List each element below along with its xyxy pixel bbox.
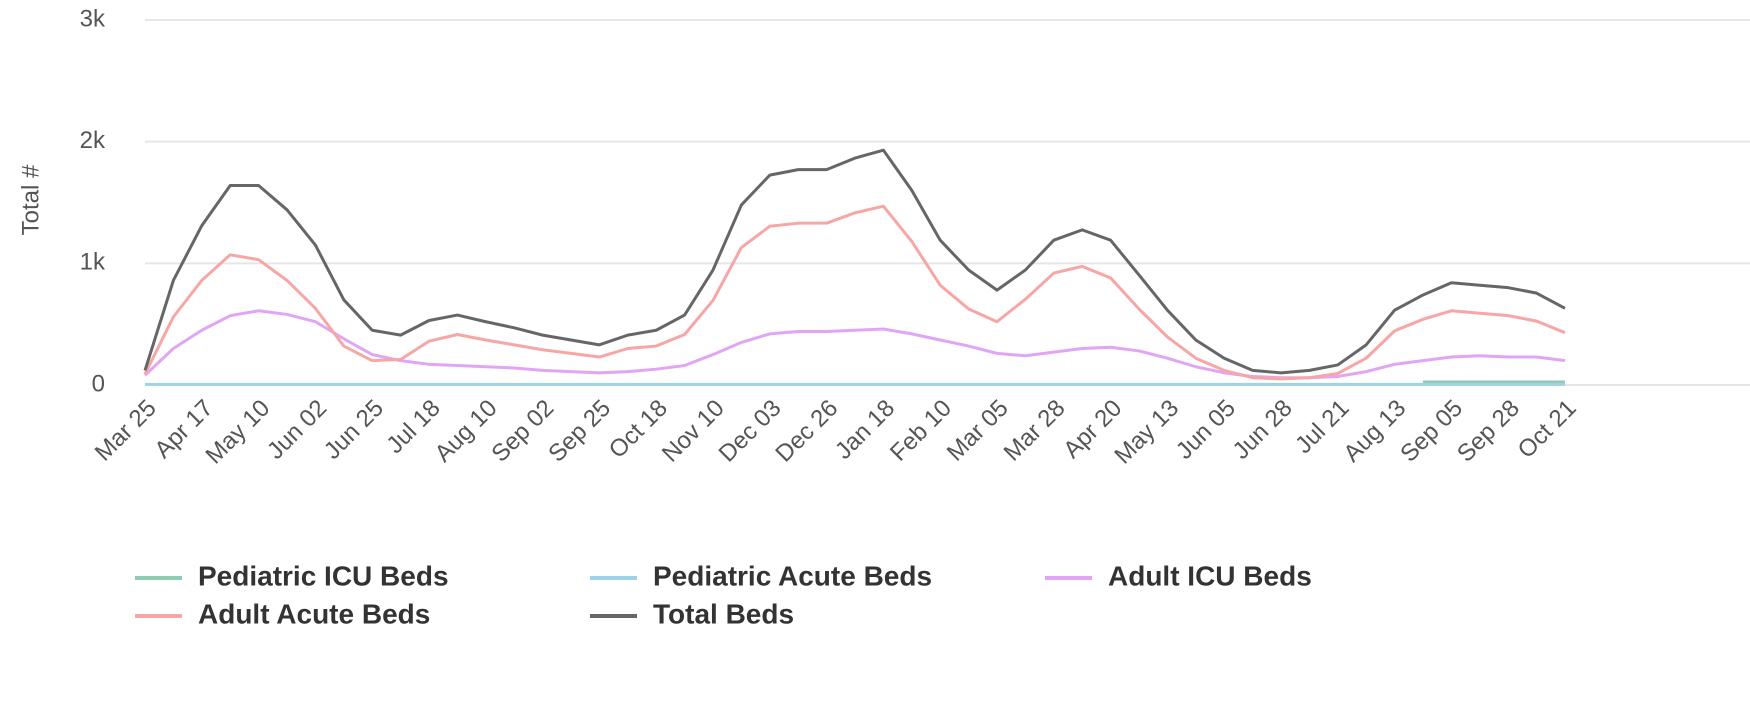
x-tick-label: Mar 05: [942, 395, 1014, 467]
x-tick-label: Oct 21: [1513, 395, 1582, 464]
legend-label: Adult ICU Beds: [1108, 560, 1312, 591]
x-tick-label: Aug 13: [1338, 395, 1411, 468]
x-tick-label: Jun 05: [1171, 395, 1241, 465]
y-tick-label: 2k: [80, 127, 106, 154]
series-line: [143, 309, 1566, 380]
x-tick-label: Jun 02: [262, 395, 332, 465]
series-line: [143, 148, 1566, 375]
y-tick-label: 3k: [80, 5, 106, 32]
series-line: [143, 204, 1566, 381]
x-tick-label: Feb 10: [885, 395, 957, 467]
x-tick-label: May 10: [201, 395, 276, 470]
x-tick-label: Jun 28: [1228, 395, 1298, 465]
y-tick-label: 1k: [80, 249, 106, 276]
x-tick-label: Sep 28: [1452, 395, 1525, 468]
x-tick-label: Mar 25: [90, 395, 162, 467]
x-tick-label: Dec 03: [714, 395, 787, 468]
legend-label: Adult Acute Beds: [198, 598, 430, 629]
legend-label: Total Beds: [653, 598, 794, 629]
x-tick-label: May 13: [1109, 395, 1184, 470]
x-tick-label: Dec 26: [770, 395, 843, 468]
x-tick-label: Nov 10: [657, 395, 730, 468]
x-tick-label: Mar 28: [999, 395, 1071, 467]
x-tick-label: Sep 02: [486, 395, 559, 468]
y-axis-label: Total #: [17, 164, 44, 235]
x-tick-label: Sep 25: [543, 395, 616, 468]
legend-label: Pediatric ICU Beds: [198, 560, 449, 591]
y-tick-label: 0: [92, 370, 105, 397]
x-tick-label: Jun 25: [319, 395, 389, 465]
x-tick-label: Aug 10: [430, 395, 503, 468]
legend-label: Pediatric Acute Beds: [653, 560, 932, 591]
x-tick-label: Jan 18: [830, 395, 900, 465]
x-tick-label: Sep 05: [1395, 395, 1468, 468]
